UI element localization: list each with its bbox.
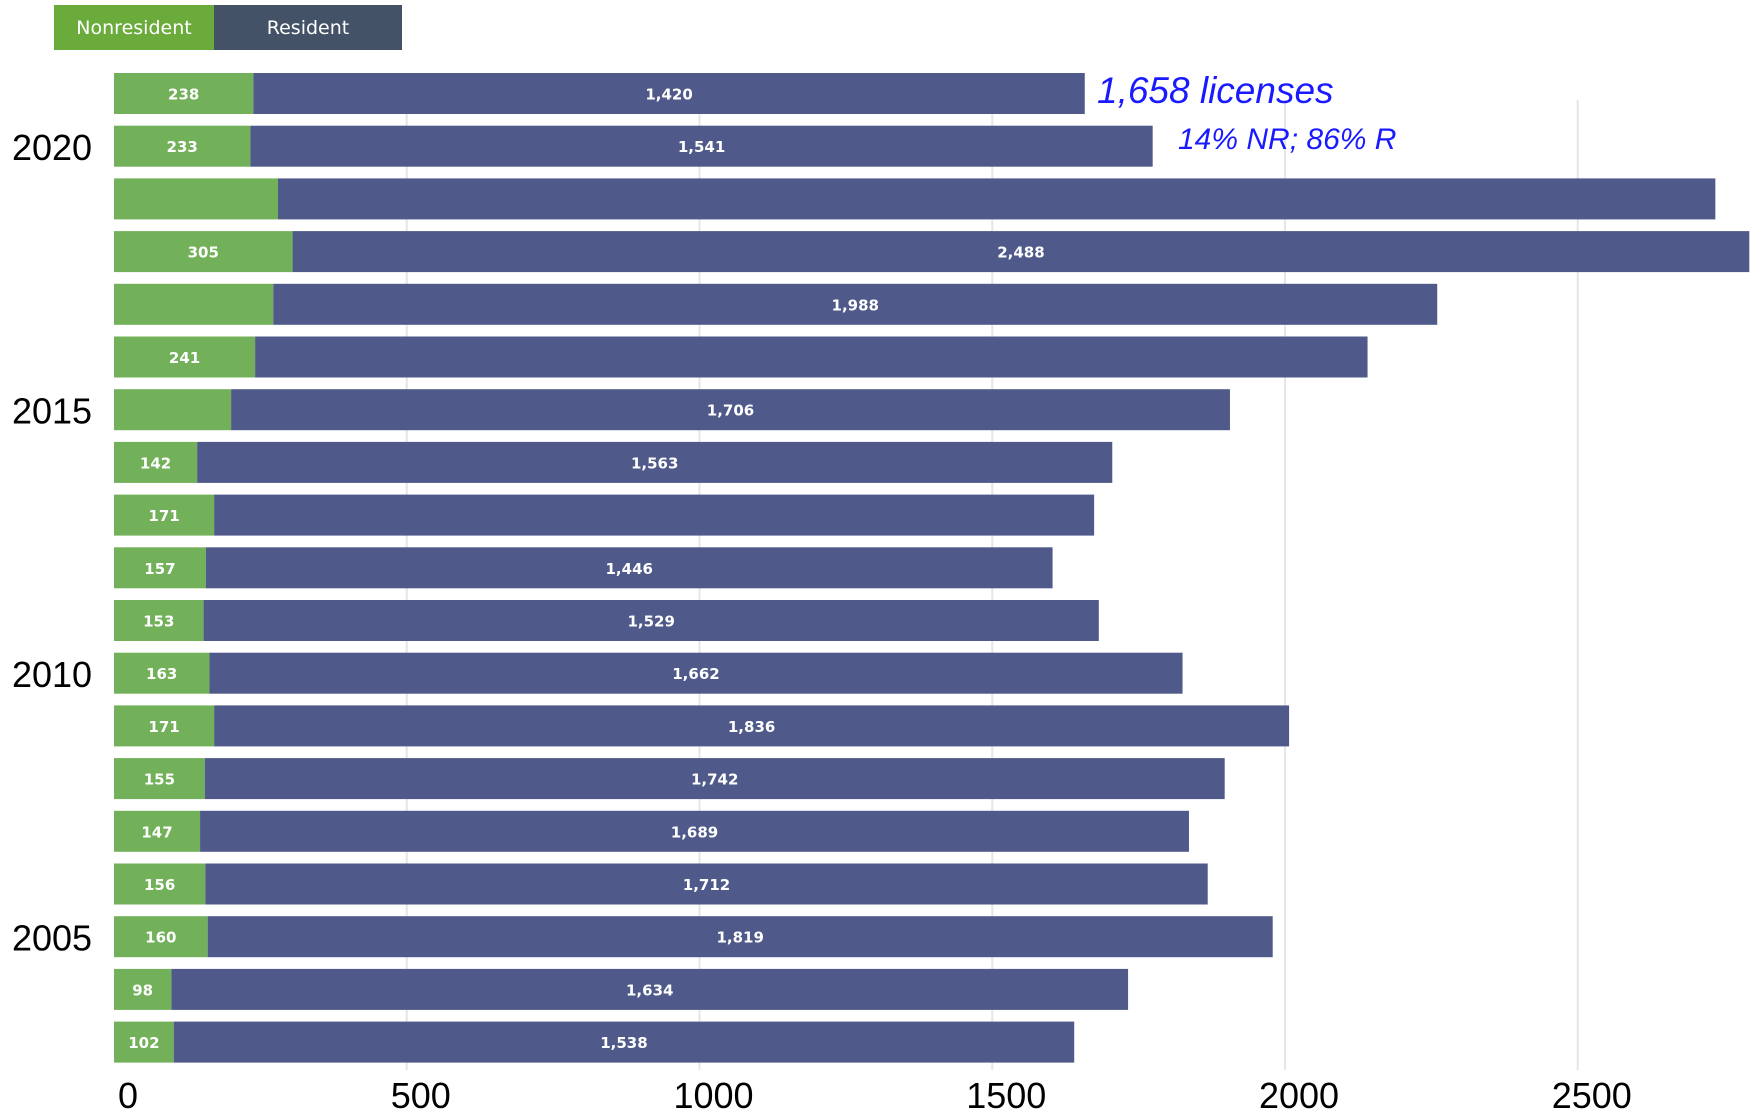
data-label-resident: 1,819 [716,929,763,947]
bar-resident [255,336,1368,378]
bar-nonresident [114,283,274,325]
data-label-resident: 1,742 [691,771,738,789]
data-label-resident: 1,446 [606,560,653,578]
bar-nonresident [114,1021,174,1063]
data-label-nonresident: 160 [145,929,176,947]
bar-resident [273,283,1438,325]
data-label-nonresident: 142 [140,454,171,472]
data-label-nonresident: 147 [141,823,172,841]
x-tick-label: 2500 [1552,1075,1632,1116]
bar-resident [204,758,1225,800]
bar-resident [171,968,1129,1010]
data-label-resident: 1,662 [672,665,719,683]
data-label-resident: 1,988 [832,296,879,314]
bar-resident [214,494,1095,536]
data-label-resident: 1,689 [671,823,718,841]
bar-nonresident [114,968,172,1010]
data-label-resident: 1,529 [627,613,674,631]
bar-resident [197,441,1113,483]
legend-nonresident: Nonresident [54,5,214,50]
data-label-resident: 1,706 [707,402,754,420]
bar-resident [200,810,1189,852]
x-tick-label: 0 [118,1075,138,1116]
bar-nonresident [114,547,206,589]
data-label-resident: 2,488 [997,244,1044,262]
bar-nonresident [114,494,215,536]
bar-nonresident [114,652,210,694]
bar-nonresident [114,705,215,747]
bar-nonresident [114,125,251,167]
legend-resident: Resident [214,5,402,50]
data-label-nonresident: 171 [148,507,179,525]
bar-resident [250,125,1153,167]
bar-nonresident [114,178,278,220]
total-licenses-annotation: 1,658 licenses [1097,70,1334,111]
data-label-nonresident: 102 [128,1034,159,1052]
data-label-resident: 1,541 [678,138,725,156]
bar-resident [253,73,1085,114]
bar-resident [205,863,1208,905]
bar-nonresident [114,810,201,852]
data-label-nonresident: 241 [169,349,200,367]
bar-nonresident [114,863,206,905]
x-tick-label: 1500 [966,1075,1046,1116]
data-label-nonresident: 238 [168,86,199,104]
data-label-nonresident: 156 [144,876,175,894]
bar-nonresident [114,600,204,641]
bar-nonresident [114,389,232,431]
bar-resident [209,652,1183,694]
data-label-nonresident: 305 [188,244,219,262]
data-label-nonresident: 171 [148,718,179,736]
legend: Nonresident Resident [54,5,402,50]
data-label-resident: 1,634 [626,981,673,999]
x-tick-label: 500 [391,1075,451,1116]
bar-resident [231,389,1230,431]
data-label-resident: 1,563 [631,454,678,472]
x-tick-label: 2000 [1259,1075,1339,1116]
data-label-resident: 1,420 [645,86,692,104]
bar-resident [203,600,1099,641]
bar-resident [205,547,1053,589]
data-label-resident: 1,538 [600,1034,647,1052]
year-label: 2005 [12,918,92,959]
x-tick-label: 1000 [673,1075,753,1116]
bar-resident [292,231,1750,273]
bar-nonresident [114,758,205,800]
year-label: 2020 [12,127,92,168]
data-label-resident: 1,836 [728,718,775,736]
year-label: 2010 [12,654,92,695]
bar-nonresident [114,231,293,273]
bar-resident [277,178,1716,220]
bar-nonresident [114,73,254,114]
bar-resident [207,916,1273,958]
data-label-resident: 1,712 [683,876,730,894]
bar-nonresident [114,441,198,483]
year-label: 2015 [12,391,92,432]
data-label-nonresident: 163 [146,665,177,683]
bar-nonresident [114,336,256,378]
data-label-nonresident: 98 [132,981,153,999]
bar-resident [214,705,1290,747]
data-label-nonresident: 157 [144,560,175,578]
bar-resident [173,1021,1075,1063]
bar-nonresident [114,916,208,958]
data-label-nonresident: 155 [144,771,175,789]
data-label-nonresident: 233 [167,138,198,156]
data-label-nonresident: 153 [143,613,174,631]
share-annotation: 14% NR; 86% R [1178,123,1397,156]
